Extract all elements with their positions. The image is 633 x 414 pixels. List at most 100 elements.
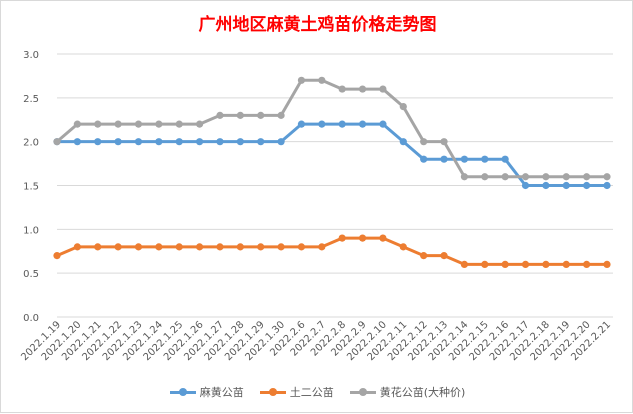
data-point	[297, 120, 306, 128]
data-point	[134, 138, 143, 146]
data-point	[155, 243, 163, 251]
legend-label: 麻黄公苗	[199, 386, 244, 399]
data-point	[583, 173, 591, 181]
data-point	[338, 85, 346, 93]
data-point	[318, 120, 326, 128]
data-point	[114, 138, 122, 146]
series-line	[57, 122, 607, 187]
data-point	[562, 181, 570, 190]
data-point	[318, 243, 326, 251]
legend-label: 土二公苗	[289, 386, 334, 399]
data-point	[521, 173, 530, 181]
data-point	[399, 243, 407, 251]
y-tick-label: 2.5	[23, 94, 39, 105]
data-point	[481, 173, 489, 181]
data-point	[481, 260, 489, 268]
series-0	[53, 120, 611, 190]
legend-swatch	[169, 387, 196, 396]
data-point	[195, 120, 204, 128]
data-point	[53, 138, 61, 146]
data-point	[501, 173, 509, 181]
data-point	[379, 120, 387, 128]
data-point	[94, 243, 102, 251]
data-point	[114, 243, 122, 251]
y-tick-label: 0.5	[23, 269, 39, 280]
data-point	[297, 243, 306, 251]
data-point	[73, 120, 81, 128]
data-point	[195, 138, 204, 146]
data-point	[542, 173, 550, 181]
y-tick-label: 3.0	[23, 50, 39, 61]
series-line	[56, 236, 607, 266]
data-point	[420, 155, 428, 163]
data-point	[257, 138, 265, 146]
chart-title: 广州地区麻黄土鸡苗价格走势图	[198, 15, 437, 35]
data-point	[603, 173, 611, 181]
legend: 麻黄公苗 土二公苗 黄花公苗(大种价)	[1, 384, 633, 400]
data-point	[460, 173, 469, 181]
data-point	[583, 260, 591, 268]
data-point	[236, 243, 244, 251]
data-point	[236, 138, 244, 146]
series-1	[53, 234, 611, 268]
data-point	[338, 234, 346, 242]
data-point	[277, 243, 285, 251]
data-point	[216, 111, 224, 119]
data-point	[501, 155, 509, 163]
data-point	[420, 138, 428, 146]
legend-label: 黄花公苗(大种价)	[379, 386, 466, 399]
data-point	[318, 76, 326, 84]
data-point	[236, 111, 244, 119]
data-point	[521, 260, 530, 268]
data-point	[542, 260, 550, 268]
data-point	[399, 138, 407, 146]
data-point	[175, 138, 183, 146]
data-point	[460, 155, 469, 163]
data-point	[562, 260, 570, 268]
data-point	[481, 155, 489, 163]
data-point	[440, 138, 448, 146]
data-point	[542, 181, 550, 190]
data-point	[521, 181, 530, 190]
data-point	[114, 120, 122, 128]
data-point	[460, 260, 469, 268]
data-point	[216, 138, 224, 146]
data-point	[603, 260, 611, 268]
data-point	[175, 120, 183, 128]
y-tick-label: 0.0	[23, 313, 39, 324]
data-point	[277, 111, 285, 119]
data-point	[94, 138, 102, 146]
series-2	[53, 76, 611, 181]
data-point	[440, 155, 448, 163]
data-point	[155, 120, 163, 128]
data-point	[338, 120, 346, 128]
data-point	[134, 120, 143, 128]
legend-swatch	[259, 387, 286, 396]
data-point	[379, 85, 387, 93]
data-point	[297, 76, 306, 84]
data-point	[399, 103, 407, 111]
data-point	[501, 260, 509, 268]
data-point	[358, 85, 367, 93]
legend-item: 土二公苗	[259, 384, 334, 400]
data-point	[94, 120, 102, 128]
y-tick-label: 1.5	[23, 182, 39, 193]
legend-marker	[268, 387, 277, 396]
data-point	[257, 111, 265, 119]
y-tick-label: 2.0	[23, 138, 39, 149]
data-point	[155, 138, 163, 146]
y-tick-label: 1.0	[23, 225, 39, 236]
legend-swatch	[349, 387, 376, 396]
data-point	[420, 252, 428, 260]
data-point	[358, 234, 367, 242]
data-point	[134, 243, 143, 251]
legend-marker	[178, 387, 187, 396]
data-point	[277, 138, 285, 146]
data-point	[73, 138, 81, 146]
data-point	[73, 243, 81, 251]
data-point	[440, 252, 448, 260]
legend-item: 黄花公苗(大种价)	[349, 384, 466, 400]
data-point	[257, 243, 265, 251]
data-point	[175, 243, 183, 251]
